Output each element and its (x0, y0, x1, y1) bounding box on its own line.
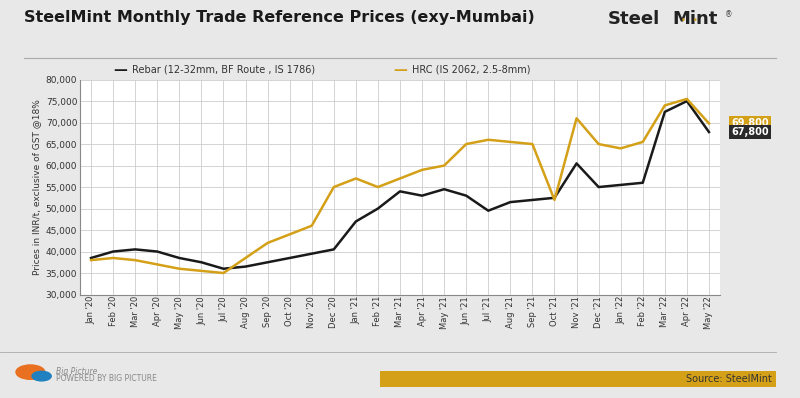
Text: Mint: Mint (672, 10, 718, 28)
Text: 67,800: 67,800 (731, 127, 769, 137)
Text: POWERED BY BIG PICTURE: POWERED BY BIG PICTURE (56, 374, 157, 383)
Text: •: • (693, 16, 698, 25)
Text: •: • (681, 16, 686, 25)
Text: HRC (IS 2062, 2.5-8mm): HRC (IS 2062, 2.5-8mm) (412, 64, 530, 75)
Text: —: — (113, 62, 127, 77)
Y-axis label: Prices in INR/t, exclusive of GST @18%: Prices in INR/t, exclusive of GST @18% (33, 99, 42, 275)
Text: Big Picture: Big Picture (56, 367, 98, 376)
Text: Rebar (12-32mm, BF Route , IS 1786): Rebar (12-32mm, BF Route , IS 1786) (132, 64, 315, 75)
Text: Steel: Steel (608, 10, 660, 28)
Text: SteelMint Monthly Trade Reference Prices (exy-Mumbai): SteelMint Monthly Trade Reference Prices… (24, 10, 534, 25)
Text: ®: ® (725, 10, 732, 19)
Text: Source: SteelMint: Source: SteelMint (686, 374, 772, 384)
Text: —: — (393, 62, 407, 77)
Text: 69,800: 69,800 (731, 119, 769, 129)
